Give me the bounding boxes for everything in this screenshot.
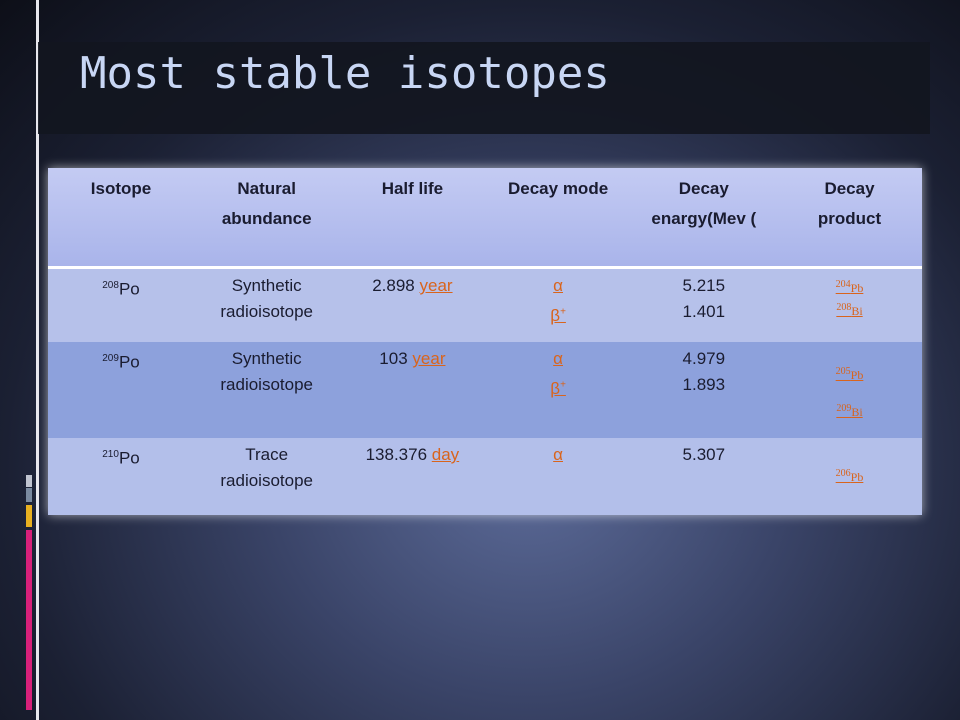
decay-symbol: β	[550, 305, 561, 325]
header-cell: Decay enargy(Mev (	[651, 179, 757, 228]
mass-number: 210	[102, 449, 119, 460]
abundance: Synthetic radioisotope	[220, 276, 313, 321]
product-line: 208Bi	[777, 298, 923, 321]
product-mass: 204	[835, 279, 851, 290]
decay-energy: 4.979	[682, 349, 726, 368]
mass-number: 208	[102, 280, 119, 291]
decay-product[interactable]: 204Pb	[835, 279, 864, 295]
half-life-cell: 103 year	[339, 346, 485, 372]
decay-mode-cell: α β+	[485, 346, 631, 402]
isotope-cell: 208Po	[48, 273, 194, 303]
half-life-value: 138.376	[365, 445, 428, 464]
half-life-cell: 138.376 day	[339, 442, 485, 468]
side-stripe	[36, 0, 39, 720]
half-life-unit[interactable]: year	[412, 349, 446, 368]
table-row: 208Po Synthetic radioisotope 2.898 year α β+…	[48, 269, 922, 342]
product-symbol: Bi	[851, 304, 863, 318]
decay-energy: 5.307	[682, 445, 726, 464]
product-mass: 208	[836, 302, 852, 313]
abundance-cell: Synthetic radioisotope	[194, 346, 340, 398]
decay-mode[interactable]: β+	[550, 306, 566, 325]
header-row: Isotope Natural abundance Half life Decay m…	[48, 168, 922, 269]
decay-mode[interactable]: β+	[550, 379, 566, 398]
isotope-cell: 210Po	[48, 442, 194, 472]
header-cell: Natural abundance	[221, 179, 312, 228]
half-life-unit[interactable]: day	[431, 445, 460, 464]
side-accent	[26, 475, 32, 487]
product-line: 205Pb	[777, 362, 923, 385]
table-row: 210Po Trace radioisotope 138.376 day α 5.307…	[48, 438, 922, 515]
decay-mode-cell: α	[485, 442, 631, 468]
decay-sup: +	[560, 379, 566, 390]
decay-mode[interactable]: α	[553, 445, 563, 464]
energy-cell: 4.979 1.893	[631, 346, 777, 398]
product-line: 206Pb	[777, 464, 923, 487]
decay-mode-line: β+	[485, 299, 631, 329]
decay-product[interactable]: 205Pb	[835, 366, 864, 382]
decay-product[interactable]: 208Bi	[836, 302, 863, 318]
element-symbol: Po	[118, 279, 140, 299]
product-mass: 209	[836, 403, 852, 414]
product-cell: 205Pb 209Bi	[777, 348, 923, 422]
decay-mode[interactable]: α	[553, 349, 563, 368]
energy-cell: 5.215 1.401	[631, 273, 777, 325]
element-symbol: Po	[118, 448, 140, 468]
side-accent	[26, 505, 32, 527]
side-accent	[26, 530, 32, 710]
decay-symbol: α	[553, 349, 563, 368]
isotope-cell: 209Po	[48, 346, 194, 376]
decay-symbol: β	[550, 378, 561, 398]
half-life-value: 103	[379, 349, 408, 368]
product-mass: 205	[835, 366, 851, 377]
product-cell: 206Pb	[777, 464, 923, 487]
product-cell: 204Pb 208Bi	[777, 275, 923, 321]
header-cell: Decay mode	[508, 179, 609, 198]
energy-cell: 5.307	[631, 442, 777, 468]
decay-mode-line: α	[485, 273, 631, 299]
decay-energy: 5.215	[682, 276, 726, 295]
header-cell: Isotope	[90, 179, 152, 198]
decay-energy: 1.893	[682, 375, 726, 394]
product-symbol: Pb	[850, 368, 864, 382]
isotope-table: Isotope Natural abundance Half life Decay m…	[48, 168, 922, 515]
decay-mode-cell: α β+	[485, 273, 631, 329]
product-line: 209Bi	[777, 399, 923, 422]
product-symbol: Pb	[850, 470, 864, 484]
header-cell: Half life	[381, 179, 444, 198]
mass-number: 209	[102, 353, 119, 364]
half-life-value: 2.898	[372, 276, 415, 295]
decay-energy: 1.401	[682, 302, 726, 321]
decay-mode-line: α	[485, 442, 631, 468]
abundance-cell: Synthetic radioisotope	[194, 273, 340, 325]
product-mass: 206	[835, 468, 851, 479]
decay-sup: +	[560, 306, 566, 317]
decay-mode-line: β+	[485, 372, 631, 402]
title-bar	[38, 42, 930, 134]
decay-mode-line: α	[485, 346, 631, 372]
decay-product[interactable]: 209Bi	[836, 403, 863, 419]
side-accent	[26, 488, 32, 502]
decay-product[interactable]: 206Pb	[835, 468, 864, 484]
element-symbol: Po	[118, 352, 140, 372]
slide-title: Most stable isotopes	[80, 48, 610, 99]
decay-symbol: α	[553, 445, 563, 464]
product-symbol: Pb	[850, 281, 864, 295]
product-line: 204Pb	[777, 275, 923, 298]
product-symbol: Bi	[851, 405, 863, 419]
header-cell: Decay product	[817, 179, 882, 228]
decay-mode[interactable]: α	[553, 276, 563, 295]
abundance: Trace radioisotope	[220, 445, 313, 490]
abundance-cell: Trace radioisotope	[194, 442, 340, 494]
table-row: 209Po Synthetic radioisotope 103 year α β+ 4.…	[48, 342, 922, 438]
decay-symbol: α	[553, 276, 563, 295]
half-life-cell: 2.898 year	[339, 273, 485, 299]
abundance: Synthetic radioisotope	[220, 349, 313, 394]
half-life-unit[interactable]: year	[419, 276, 453, 295]
